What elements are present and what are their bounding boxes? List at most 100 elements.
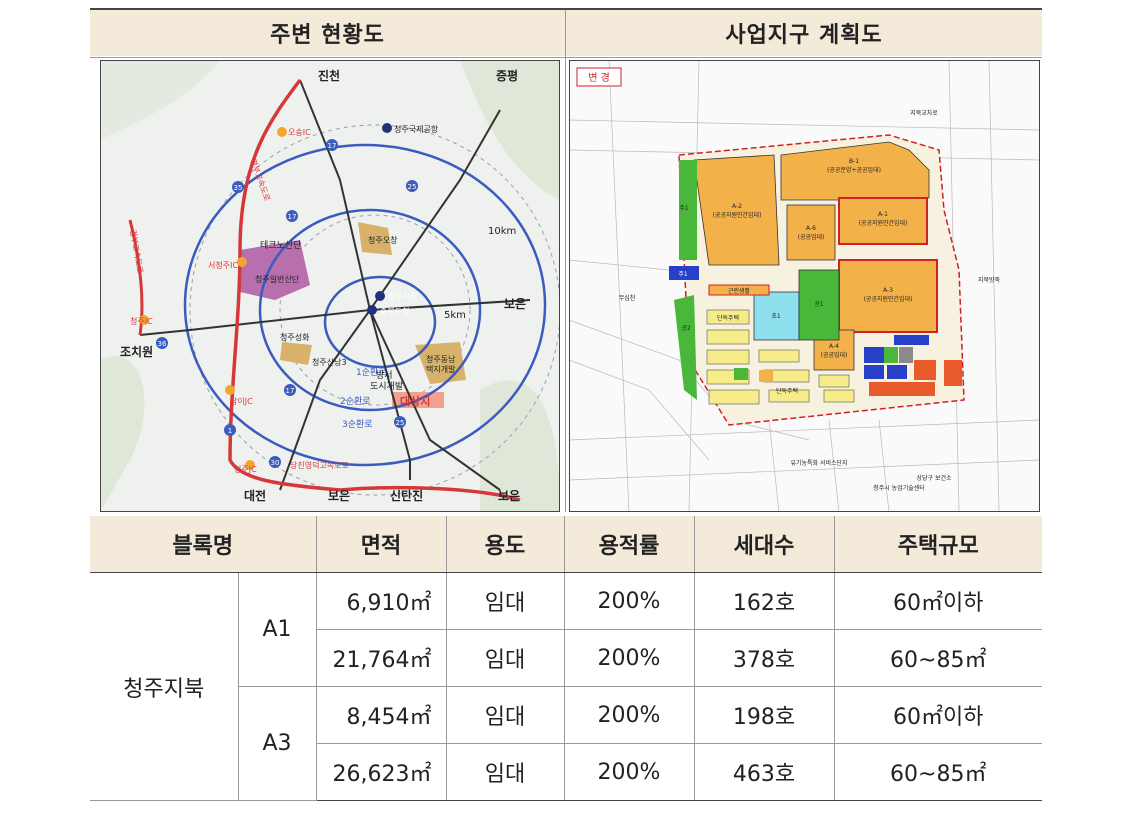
label-bangseo-2: 도시개발 — [370, 381, 403, 392]
label-boeun-east: 보은 — [504, 297, 526, 311]
housing-spec-table: 블록명 면적 용도 용적률 세대수 주택규모 청주지북 A1 6,910㎡ 임대… — [90, 516, 1042, 801]
far-cell: 200% — [564, 572, 695, 630]
label-ilban-sandan: 청주일반산단 — [255, 274, 300, 284]
label-seocheongju-ic: 서청주IC — [208, 261, 238, 270]
block-commercial: 근린생활 — [728, 287, 751, 295]
col-area: 면적 — [316, 516, 447, 573]
label-10km: 10km — [488, 226, 516, 237]
district-cell: 청주지북 — [90, 572, 239, 801]
block-a3-use: (공공지원민간임대) — [864, 295, 913, 303]
plan-map: 변 경 A-2 (공공지원민간임대) B-1 (공공분양+공공임대) A-6 (… — [569, 60, 1040, 512]
seocheongju-ic-marker — [237, 257, 247, 267]
far-cell: 200% — [564, 629, 695, 687]
label-dangjin-expressway: 당진영덕고속도로 — [290, 460, 349, 470]
far-cell: 200% — [564, 686, 695, 744]
area-cell: 8,454㎡ — [316, 686, 447, 744]
label-target-site: 대상지 — [400, 394, 430, 408]
label-ring1: 1순환로 — [356, 366, 387, 378]
label-city-hall: 청주시청 — [388, 292, 417, 301]
label-organic-complex: 유기농특화 서비스단지 — [790, 459, 847, 467]
label-dongnam-2: 택지개발 — [426, 364, 456, 374]
col-households: 세대수 — [694, 516, 835, 573]
col-use: 용도 — [446, 516, 565, 573]
shield-25a: 25 — [408, 183, 417, 191]
label-provincial-office: 충북도청 — [380, 307, 409, 316]
label-osong-ic: 오송IC — [288, 128, 311, 137]
block-park1: 공1 — [814, 301, 824, 308]
label-musimcheon: 무심천 — [619, 294, 636, 302]
block-ju2: 주1 — [678, 271, 688, 278]
shield-17c: 17 — [286, 387, 295, 395]
area-cell: 6,910㎡ — [316, 572, 447, 630]
use-cell: 임대 — [446, 572, 565, 630]
block-a4-use: (공공임대) — [821, 351, 848, 359]
block-cell-a3: A3 — [238, 686, 317, 801]
table-header-row: 블록명 면적 용도 용적률 세대수 주택규모 — [90, 516, 1042, 573]
block-b1: B-1 — [849, 158, 859, 165]
label-jochiwon: 조치원 — [120, 344, 153, 359]
label-daejeon: 대전 — [244, 488, 266, 503]
block-cell-a1: A1 — [238, 572, 317, 687]
label-bangseo: 방서 — [376, 370, 393, 381]
label-cheongju-ic: 청주IC — [130, 317, 153, 326]
label-jeungpyeong: 증평 — [496, 69, 518, 83]
block-a4: A-4 — [829, 343, 839, 350]
location-map-header: 주변 현황도 — [90, 10, 565, 56]
block-a2: A-2 — [732, 203, 742, 210]
block-park2: 공2 — [681, 325, 691, 332]
airport-marker — [382, 123, 392, 133]
label-boeun-bottom-right: 보은 — [498, 489, 520, 503]
label-seonghwa: 청주성화 — [280, 333, 310, 342]
block-a1-use: (공공지원민간임대) — [859, 219, 908, 227]
area-cell: 21,764㎡ — [316, 629, 447, 687]
table-row: 26,623㎡ 임대 200% 463호 60~85㎡ — [90, 743, 1042, 801]
label-jincheon: 진천 — [318, 68, 340, 83]
block-school: 초1 — [771, 313, 781, 320]
block-detached-1: 단독주택 — [717, 314, 739, 322]
area-cell: 26,623㎡ — [316, 743, 447, 801]
shield-1: 1 — [228, 427, 232, 435]
far-cell: 200% — [564, 743, 695, 801]
label-agri-center: 청주시 농업기술센터 — [873, 484, 925, 492]
col-far: 용적률 — [564, 516, 695, 573]
block-ju1: 주1 — [679, 205, 689, 212]
label-top-road: 지북교차로 — [910, 109, 938, 117]
city-hall-marker — [375, 291, 385, 301]
plan-map-header: 사업지구 계획도 — [566, 10, 1042, 56]
label-nami-jc: 남이JC — [230, 396, 253, 406]
label-jibuk-reservoir: 지북방죽 — [978, 276, 1001, 284]
table-row: 청주지북 A1 6,910㎡ 임대 200% 162호 60㎡이하 — [90, 572, 1042, 801]
use-cell: 임대 — [446, 629, 565, 687]
label-boeun-bottom: 보은 — [328, 489, 350, 503]
cheongju-jc-marker — [245, 460, 255, 470]
size-cell: 60㎡이하 — [834, 572, 1042, 630]
label-5km: 5km — [444, 310, 466, 321]
block-a1: A-1 — [878, 211, 888, 218]
shield-30: 30 — [271, 459, 280, 467]
cheongju-ic-marker — [139, 315, 149, 325]
block-a6: A-6 — [806, 225, 816, 232]
shield-36: 36 — [158, 340, 167, 348]
label-ochang: 청주오창 — [368, 236, 398, 245]
col-block-name: 블록명 — [90, 516, 317, 573]
col-housing-size: 주택규모 — [834, 516, 1042, 573]
label-airport: 청주국제공항 — [394, 125, 439, 134]
size-cell: 60~85㎡ — [834, 629, 1042, 687]
plan-badge: 변 경 — [588, 71, 610, 84]
header-bottom-border — [90, 57, 1042, 58]
label-sannam3: 청주산남3 — [312, 357, 347, 367]
shield-17a: 17 — [328, 142, 337, 150]
table-row: 21,764㎡ 임대 200% 378호 60~85㎡ — [90, 629, 1042, 687]
shield-17b: 17 — [288, 213, 297, 221]
size-cell: 60~85㎡ — [834, 743, 1042, 801]
provincial-office-marker — [367, 305, 377, 315]
block-b1-use: (공공분양+공공임대) — [827, 166, 881, 174]
block-detached-2: 단독주택 — [776, 387, 798, 395]
shield-35: 35 — [234, 184, 243, 192]
osong-ic-marker — [277, 127, 287, 137]
header-divider — [565, 10, 566, 512]
top-border — [90, 8, 1042, 10]
label-sintanjin: 신탄진 — [390, 488, 423, 503]
label-health-center: 상당구 보건소 — [916, 474, 952, 482]
block-a2-use: (공공지원민간임대) — [713, 211, 762, 219]
